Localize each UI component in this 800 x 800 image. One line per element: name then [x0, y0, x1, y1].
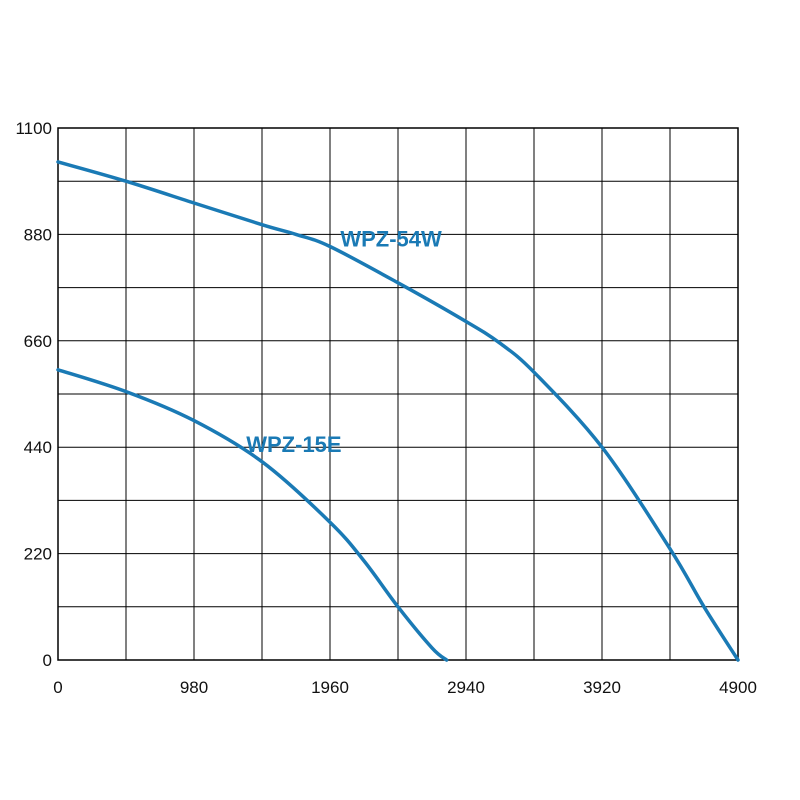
x-tick-label: 980 — [180, 678, 208, 697]
x-tick-label: 4900 — [719, 678, 757, 697]
series-label-wpz-15e: WPZ-15E — [246, 432, 341, 457]
grid — [58, 128, 738, 660]
y-tick-label: 220 — [24, 545, 52, 564]
y-tick-label: 440 — [24, 438, 52, 457]
x-tick-label: 0 — [53, 678, 62, 697]
series-line-wpz-54w — [56, 160, 740, 662]
series-labels: WPZ-54W WPZ-15E — [246, 226, 442, 457]
plot-frame — [57, 127, 739, 661]
series-line-wpz-15e — [56, 368, 449, 662]
series-label-wpz-54w: WPZ-54W — [340, 226, 442, 251]
x-tick-labels: 0 980 1960 2940 3920 4900 — [53, 678, 757, 697]
y-tick-labels: 0 220 440 660 880 1100 — [15, 119, 52, 670]
x-tick-label: 1960 — [311, 678, 349, 697]
y-tick-label: 880 — [24, 225, 52, 244]
y-tick-label: 660 — [24, 332, 52, 351]
x-tick-label: 2940 — [447, 678, 485, 697]
x-tick-label: 3920 — [583, 678, 621, 697]
y-tick-label: 0 — [43, 651, 52, 670]
series-curves — [56, 160, 740, 662]
y-tick-label: 1100 — [15, 119, 52, 138]
